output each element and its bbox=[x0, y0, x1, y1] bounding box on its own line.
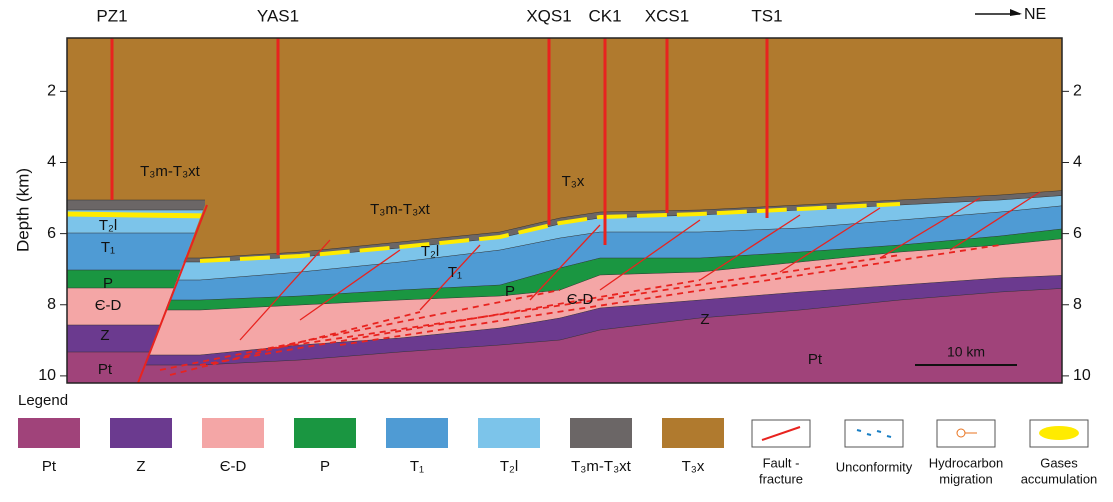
arrow-head bbox=[1010, 9, 1022, 16]
legend-title: Legend bbox=[18, 392, 68, 409]
section-label: Є-D bbox=[95, 297, 122, 314]
legend-swatch bbox=[110, 418, 172, 448]
legend-swatch bbox=[386, 418, 448, 448]
y-tick-label: 10 bbox=[1073, 367, 1091, 384]
legend-label: Є-D bbox=[220, 458, 247, 475]
legend-swatch bbox=[202, 418, 264, 448]
y-tick-label: 4 bbox=[47, 154, 56, 171]
symbol bbox=[867, 434, 871, 435]
legend-swatch bbox=[18, 418, 80, 448]
section-label: P bbox=[103, 275, 113, 292]
well-label: PZ1 bbox=[96, 6, 127, 25]
legend-label: Hydrocarbon bbox=[929, 455, 1003, 470]
section-label: P bbox=[505, 283, 515, 300]
legend-swatch bbox=[294, 418, 356, 448]
scale-bar-label: 10 km bbox=[947, 344, 985, 360]
y-tick-label: 6 bbox=[1073, 225, 1082, 242]
section-label: T₁ bbox=[448, 264, 462, 281]
section-label: Є-D bbox=[567, 291, 594, 308]
well-label: YAS1 bbox=[257, 6, 299, 25]
section-label: Pt bbox=[808, 351, 823, 368]
legend-label: accumulation bbox=[1021, 471, 1098, 486]
gas bbox=[67, 214, 210, 216]
legend-label: T₁ bbox=[410, 458, 424, 475]
well-label: TS1 bbox=[751, 6, 782, 25]
y-tick-label: 6 bbox=[47, 225, 56, 242]
y-tick-label: 8 bbox=[47, 296, 56, 313]
symbol bbox=[1039, 426, 1079, 440]
direction-label: NE bbox=[1024, 6, 1046, 23]
legend-label: T₂l bbox=[500, 458, 518, 475]
y-tick-label: 4 bbox=[1073, 154, 1082, 171]
legend-label: Fault - bbox=[763, 455, 800, 470]
legend-label: fracture bbox=[759, 471, 803, 486]
section-label: Pt bbox=[98, 361, 113, 378]
section-label: T₂l bbox=[99, 217, 117, 234]
section-label: T₂l bbox=[421, 243, 439, 260]
well-label: XQS1 bbox=[526, 6, 571, 25]
legend-label: Z bbox=[136, 458, 145, 475]
legend-label: T₃x bbox=[682, 458, 705, 475]
legend-label: Pt bbox=[42, 458, 57, 475]
legend-label: P bbox=[320, 458, 330, 475]
legend-label: Gases bbox=[1040, 455, 1078, 470]
legend-label: Unconformity bbox=[836, 459, 913, 474]
symbol bbox=[887, 436, 891, 437]
legend-swatch bbox=[478, 418, 540, 448]
section-label: Z bbox=[700, 311, 709, 328]
axis-label: Depth (km) bbox=[13, 168, 32, 252]
symbol bbox=[877, 431, 881, 432]
y-tick-label: 8 bbox=[1073, 296, 1082, 313]
legend-swatch bbox=[662, 418, 724, 448]
section-label: T₃m-T₃xt bbox=[370, 201, 431, 218]
legend-label: migration bbox=[939, 471, 992, 486]
y-tick-label: 10 bbox=[38, 367, 56, 384]
legend-swatch bbox=[570, 418, 632, 448]
section-label: T₃m-T₃xt bbox=[140, 163, 201, 180]
cross-section-figure: NE 10 km Depth (km) Legend 2 2 4 4 6 6 8 8 10 10 P… bbox=[0, 0, 1113, 497]
symbol bbox=[857, 430, 861, 431]
well-label: CK1 bbox=[588, 6, 621, 25]
section-label: Z bbox=[100, 327, 109, 344]
well-label: XCS1 bbox=[645, 6, 689, 25]
section-label: T₃x bbox=[562, 173, 585, 190]
y-tick-label: 2 bbox=[1073, 83, 1082, 100]
y-tick-label: 2 bbox=[47, 83, 56, 100]
section-label: T₁ bbox=[101, 239, 115, 256]
legend-label: T₃m-T₃xt bbox=[571, 458, 632, 475]
legend-symbol-box bbox=[845, 420, 903, 447]
